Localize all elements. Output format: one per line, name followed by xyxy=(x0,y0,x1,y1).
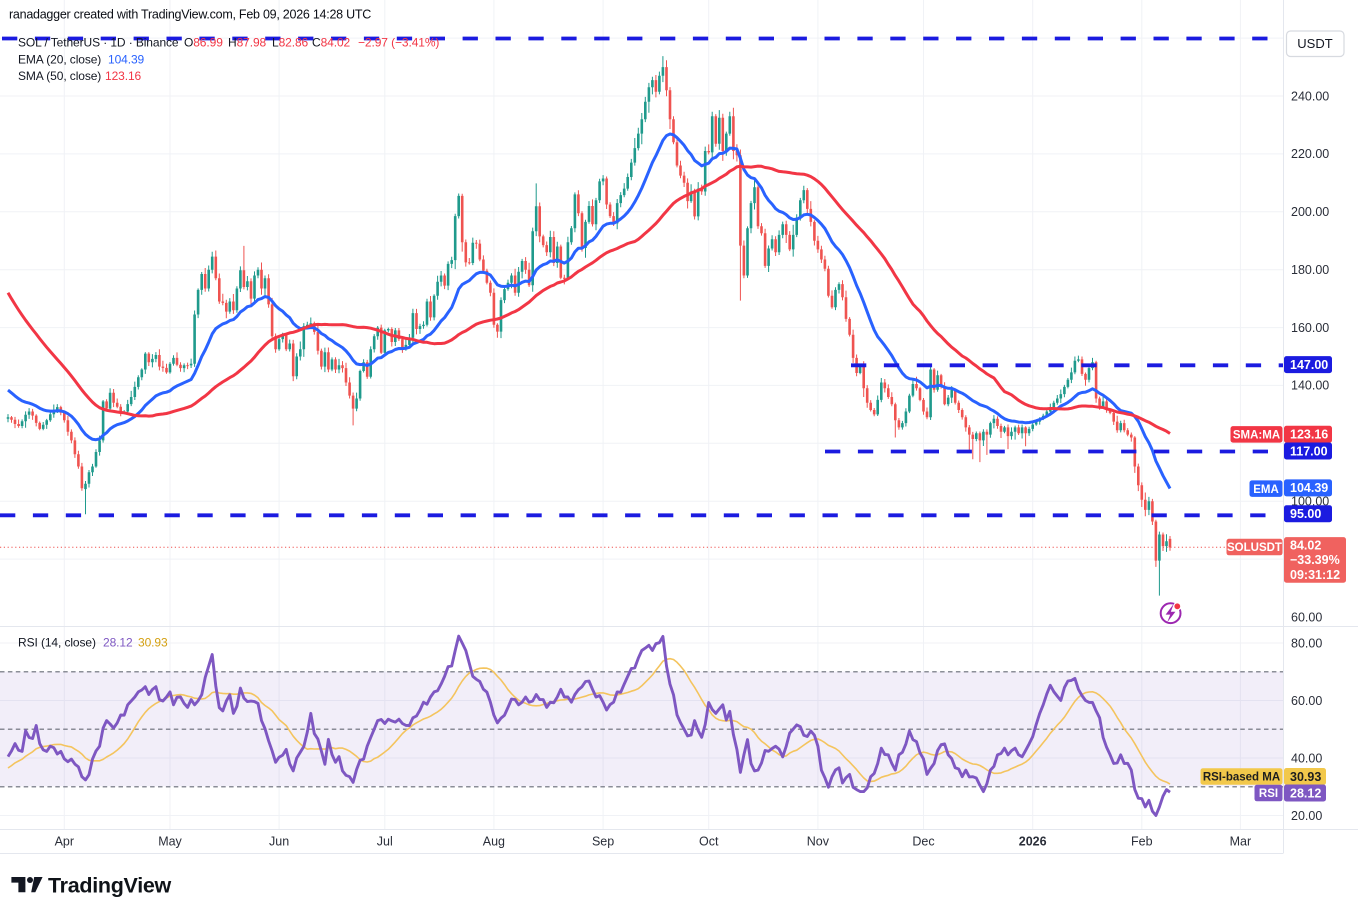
svg-text:Apr: Apr xyxy=(55,834,74,848)
svg-text:USDT: USDT xyxy=(1297,36,1332,51)
svg-text:Mar: Mar xyxy=(1230,834,1252,848)
svg-text:80.00: 80.00 xyxy=(1291,636,1322,650)
svg-text:117.00: 117.00 xyxy=(1290,444,1328,458)
svg-text:ranadagger created with Tradin: ranadagger created with TradingView.com,… xyxy=(9,8,371,22)
svg-text:60.00: 60.00 xyxy=(1291,610,1322,624)
svg-text:09:31:12: 09:31:12 xyxy=(1290,568,1340,582)
svg-text:180.00: 180.00 xyxy=(1291,263,1329,277)
svg-text:Nov: Nov xyxy=(807,834,830,848)
svg-text:240.00: 240.00 xyxy=(1291,89,1329,103)
svg-text:TradingView: TradingView xyxy=(48,874,172,898)
svg-text:147.00: 147.00 xyxy=(1290,358,1328,372)
svg-text:RSI-based MA: RSI-based MA xyxy=(1203,772,1280,784)
svg-text:104.39: 104.39 xyxy=(1290,481,1328,495)
svg-text:220.00: 220.00 xyxy=(1291,147,1329,161)
svg-text:84.02: 84.02 xyxy=(1290,539,1321,553)
svg-text:28.12: 28.12 xyxy=(1290,786,1321,800)
svg-text:May: May xyxy=(158,834,182,848)
svg-text:140.00: 140.00 xyxy=(1291,379,1329,393)
svg-text:60.00: 60.00 xyxy=(1291,694,1322,708)
svg-text:Dec: Dec xyxy=(912,834,934,848)
svg-text:EMA: EMA xyxy=(1253,484,1279,496)
svg-text:SMA:MA: SMA:MA xyxy=(1233,430,1280,442)
svg-text:100.00: 100.00 xyxy=(1291,495,1329,509)
svg-text:Jul: Jul xyxy=(377,834,393,848)
svg-text:Feb: Feb xyxy=(1131,834,1153,848)
svg-text:−33.39%: −33.39% xyxy=(1290,553,1340,567)
svg-text:SOLUSDT: SOLUSDT xyxy=(1227,542,1282,554)
svg-text:EMA (20, close)104.39: EMA (20, close) 104.39 xyxy=(18,53,145,67)
svg-text:40.00: 40.00 xyxy=(1291,751,1322,765)
svg-text:160.00: 160.00 xyxy=(1291,321,1329,335)
svg-text:95.00: 95.00 xyxy=(1290,507,1321,521)
svg-text:RSI: RSI xyxy=(1259,788,1278,800)
svg-text:20.00: 20.00 xyxy=(1291,809,1322,823)
svg-text:Jun: Jun xyxy=(269,834,289,848)
svg-text:Aug: Aug xyxy=(483,834,505,848)
svg-text:SMA (50, close)123.16: SMA (50, close) 123.16 xyxy=(18,69,142,83)
svg-text:30.93: 30.93 xyxy=(1290,770,1321,784)
svg-text:2026: 2026 xyxy=(1019,834,1047,848)
svg-text:Sep: Sep xyxy=(592,834,614,848)
svg-text:Oct: Oct xyxy=(699,834,719,848)
svg-text:123.16: 123.16 xyxy=(1290,428,1328,442)
svg-text:200.00: 200.00 xyxy=(1291,205,1329,219)
